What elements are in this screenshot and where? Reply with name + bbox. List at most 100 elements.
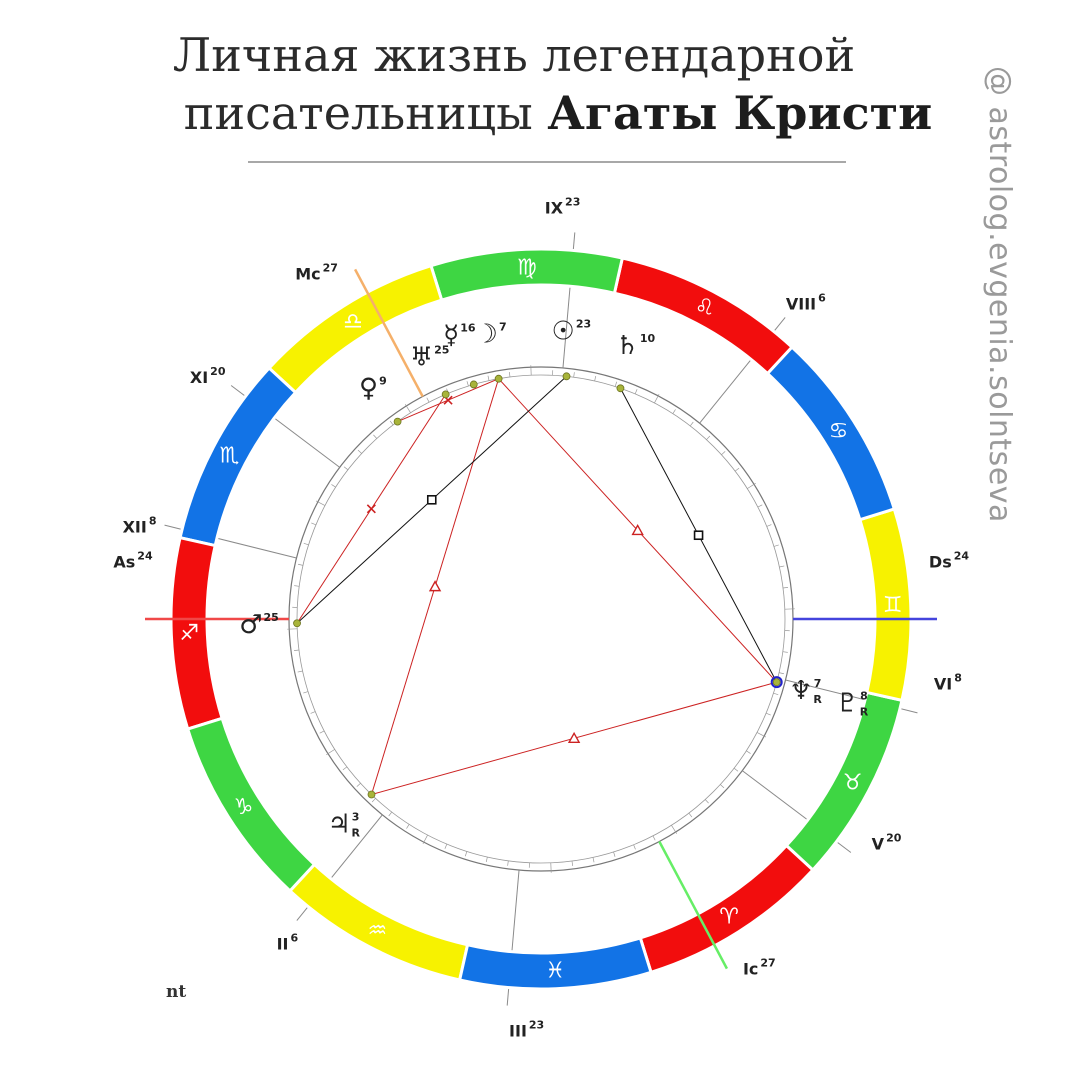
house-label-degree-11: 8 bbox=[149, 514, 157, 527]
planet-dot-saturn bbox=[616, 384, 625, 393]
planet-glyph-pluto: ♇8 R bbox=[836, 688, 869, 718]
title-line-1: Личная жизнь легендарной bbox=[172, 28, 856, 82]
planet-dot-uranus bbox=[441, 390, 450, 399]
sign-glyph-5: ♍ bbox=[517, 255, 537, 280]
planet-dot-mercury bbox=[469, 380, 478, 389]
degree-tick bbox=[782, 651, 788, 653]
sign-glyph-4: ♌ bbox=[695, 295, 715, 320]
degree-tick bbox=[706, 435, 711, 440]
planet-degree-pluto: 8 bbox=[860, 689, 868, 702]
degree-tick bbox=[404, 404, 411, 413]
degree-tick bbox=[704, 799, 709, 804]
page-title: Личная жизнь легендарной писательницы Аг… bbox=[0, 26, 1080, 142]
planet-degree-neptune: 7 bbox=[814, 677, 822, 690]
degree-tick bbox=[310, 711, 316, 714]
degree-tick bbox=[487, 375, 490, 381]
degree-tick bbox=[688, 812, 693, 818]
degree-tick bbox=[746, 750, 751, 754]
house-label-7: VIII 6 bbox=[786, 291, 826, 313]
planet-glyph-mercury: ☿16 bbox=[443, 320, 476, 350]
house-label-degree-1: 6 bbox=[290, 932, 298, 945]
house-label-name-5: VI bbox=[934, 674, 952, 693]
planet-degree-saturn: 10 bbox=[640, 332, 656, 345]
aspect-trine-mark-2 bbox=[567, 731, 581, 744]
planet-glyph-saturn: ♄10 bbox=[616, 331, 656, 361]
degree-tick bbox=[406, 824, 410, 829]
sign-glyph-9: ♑ bbox=[234, 795, 254, 820]
planet-degree-jupiter: 3 bbox=[352, 810, 360, 823]
planet-dot-jupiter bbox=[367, 790, 376, 799]
house-label-name-6: Ds bbox=[929, 553, 952, 572]
degree-tick bbox=[293, 649, 300, 651]
planet-degree-moon: 7 bbox=[499, 320, 507, 333]
degree-tick bbox=[779, 565, 785, 568]
neptune-marker bbox=[770, 676, 783, 689]
degree-tick bbox=[509, 371, 511, 378]
title-line-2: писательницы Агаты Кристи bbox=[0, 84, 1080, 142]
degree-tick bbox=[444, 843, 448, 849]
degree-tick bbox=[633, 844, 636, 850]
corner-label: nt bbox=[166, 982, 187, 1002]
planet-degree-sun: 23 bbox=[576, 318, 591, 331]
house-label-name-3: Ic bbox=[743, 959, 758, 978]
planet-retro-pluto: R bbox=[860, 705, 869, 718]
degree-tick bbox=[303, 542, 309, 546]
degree-tick bbox=[778, 672, 784, 675]
house-label-0: As 24 bbox=[113, 550, 153, 572]
title-line-2-bold: Агаты Кристи bbox=[547, 86, 933, 140]
house-label-name-2: III bbox=[509, 1022, 527, 1041]
sign-glyph-10: ♒ bbox=[368, 919, 388, 944]
planet-symbol-sun: ☉ bbox=[552, 317, 575, 347]
planet-glyph-moon: ☽7 bbox=[475, 319, 507, 349]
planet-symbol-moon: ☽ bbox=[475, 319, 498, 349]
degree-tick bbox=[766, 524, 772, 527]
house-label-name-7: VIII bbox=[786, 294, 816, 313]
degree-tick bbox=[734, 467, 740, 472]
house-label-degree-0: 24 bbox=[137, 550, 153, 563]
degree-tick bbox=[756, 732, 767, 738]
house-label-name-11: XII bbox=[123, 517, 147, 536]
degree-tick bbox=[773, 544, 779, 547]
house-label-degree-3: 27 bbox=[760, 956, 775, 969]
planet-symbol-jupiter: ♃ bbox=[327, 809, 350, 839]
house-label-3: Ic 27 bbox=[743, 956, 776, 978]
midheaven-axis bbox=[353, 268, 424, 398]
aspect-square-mark-5 bbox=[426, 494, 437, 505]
planet-degree-mercury: 16 bbox=[460, 321, 476, 334]
house-label-name-9: Mc bbox=[295, 264, 320, 283]
degree-tick bbox=[720, 784, 725, 789]
zodiac-ring: ♈ ♉ ♊ ♋ ♌ ♍ ♎ ♏ ♐ ♑ ♒ ♓ bbox=[169, 247, 913, 991]
planet-dot-neptune bbox=[772, 678, 781, 687]
house-label-degree-7: 6 bbox=[818, 291, 826, 304]
degree-tick bbox=[466, 381, 469, 387]
house-label-2: III 23 bbox=[509, 1019, 544, 1041]
degree-tick bbox=[357, 449, 362, 454]
sign-glyph-3: ♋ bbox=[829, 419, 849, 444]
sign-glyph-8: ♐ bbox=[179, 621, 199, 646]
degree-tick bbox=[721, 451, 726, 456]
imum-coeli-axis bbox=[658, 840, 729, 970]
house-label-degree-2: 23 bbox=[529, 1019, 544, 1032]
house-label-10: XI 20 bbox=[190, 365, 226, 387]
planet-symbol-pluto: ♇ bbox=[836, 688, 859, 718]
planet-symbol-venus: ♀ bbox=[359, 374, 378, 404]
planet-dot-moon bbox=[494, 374, 503, 383]
degree-tick bbox=[298, 563, 304, 566]
degree-tick bbox=[652, 835, 656, 841]
degree-tick bbox=[573, 372, 575, 378]
degree-tick bbox=[507, 860, 509, 866]
degree-tick bbox=[388, 811, 393, 817]
sign-segment-11 bbox=[457, 936, 653, 991]
degree-tick bbox=[689, 421, 694, 427]
sign-glyph-2: ♊ bbox=[883, 593, 903, 618]
planet-dot-sun bbox=[562, 372, 571, 381]
house-label-11: XII 8 bbox=[123, 514, 157, 536]
planet-glyph-sun: ☉23 bbox=[552, 317, 592, 347]
title-divider bbox=[248, 161, 846, 163]
degree-tick bbox=[747, 482, 756, 489]
degree-tick bbox=[331, 484, 336, 488]
aspect-trine-mark-0 bbox=[631, 523, 644, 536]
house-label-6: Ds 24 bbox=[929, 550, 969, 572]
planet-glyph-mars: ♂25 bbox=[239, 610, 279, 640]
